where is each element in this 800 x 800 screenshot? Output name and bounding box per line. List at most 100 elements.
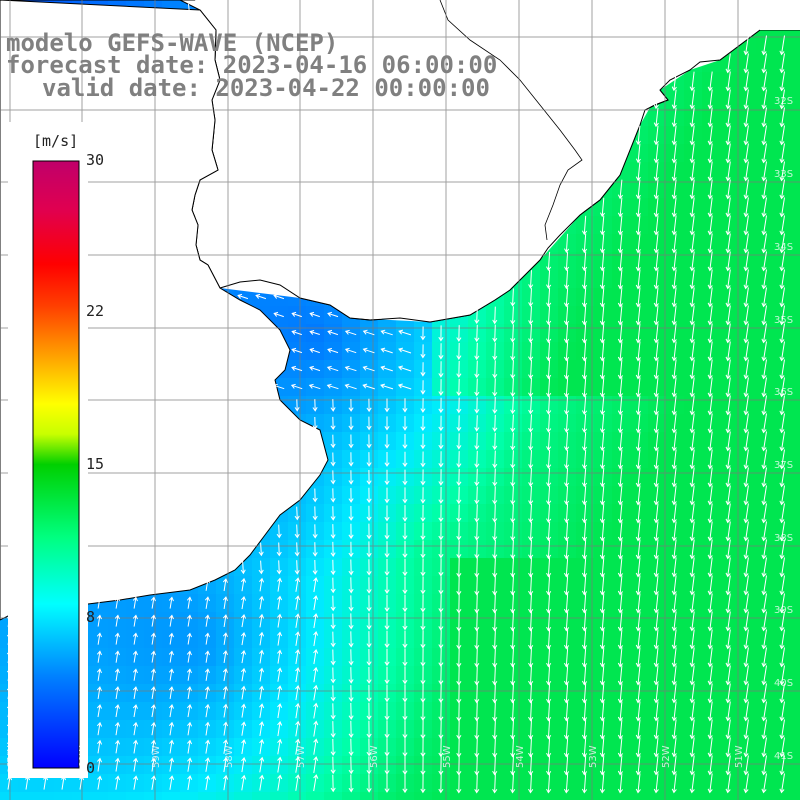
wind-arrow (330, 524, 336, 539)
wind-arrow (564, 414, 570, 433)
wind-arrow (380, 365, 393, 372)
wind-arrow (707, 449, 713, 470)
wind-arrow (438, 451, 444, 468)
wind-arrow (635, 521, 641, 542)
wind-arrow (599, 287, 605, 308)
wind-arrow (761, 359, 767, 380)
wind-arrow (294, 506, 300, 521)
wind-arrow (725, 233, 731, 254)
wind-arrow (546, 414, 552, 433)
wind-arrow (366, 684, 372, 703)
wind-arrow (635, 773, 641, 794)
wind-arrow (563, 755, 570, 776)
wind-arrow (294, 524, 300, 539)
wind-arrow (761, 485, 767, 506)
wind-arrow (671, 287, 677, 308)
country-border (439, 0, 583, 241)
wind-arrow (510, 629, 516, 650)
wind-arrow (492, 450, 498, 469)
wind-arrow (96, 596, 102, 609)
wind-arrow (348, 398, 354, 412)
wind-arrow (581, 629, 588, 650)
wind-arrow (277, 738, 283, 755)
wind-arrow (402, 469, 408, 486)
wind-arrow (312, 542, 318, 557)
wind-arrow (725, 431, 731, 452)
wind-arrow (330, 613, 336, 630)
wind-speed-cell (792, 576, 800, 594)
wind-arrow (599, 359, 605, 380)
wind-arrow (384, 774, 390, 793)
wind-arrow (671, 377, 677, 398)
wind-arrow (438, 415, 444, 432)
wind-arrow (707, 143, 713, 164)
wind-arrow (743, 755, 749, 776)
wind-arrow (743, 467, 749, 488)
wind-arrow (132, 721, 139, 736)
wind-arrow (366, 738, 372, 757)
wind-arrow (402, 505, 408, 522)
wind-speed-cell (792, 342, 800, 360)
wind-speed-cell (702, 792, 720, 800)
wind-arrow (581, 665, 588, 686)
wind-speed-cell (666, 792, 684, 800)
wind-arrow (474, 755, 480, 776)
wind-arrow (169, 757, 175, 772)
wind-arrow (438, 379, 444, 396)
wind-arrow (456, 397, 462, 414)
wind-arrow (635, 161, 641, 182)
wind-arrow (653, 719, 659, 740)
wind-arrow (492, 557, 498, 578)
wind-arrow (779, 521, 785, 542)
wind-arrow (384, 559, 390, 576)
wind-speed-cell (792, 432, 800, 450)
wind-arrow (96, 668, 102, 681)
wind-arrow (420, 469, 426, 486)
wind-arrow (223, 703, 229, 718)
wind-arrow (707, 629, 713, 650)
wind-arrow (420, 398, 426, 413)
wind-arrow (397, 383, 412, 390)
wind-arrow (617, 557, 623, 578)
wind-arrow (362, 383, 375, 390)
wind-arrow (456, 773, 462, 794)
wind-arrow (510, 773, 516, 794)
wind-arrow (241, 756, 247, 773)
wind-arrow (581, 503, 588, 524)
wind-arrow (474, 683, 480, 704)
wind-arrow (362, 347, 375, 354)
wind-arrow (743, 197, 749, 218)
wind-speed-cell (378, 792, 396, 800)
wind-arrow (380, 347, 393, 354)
wind-arrow (348, 452, 354, 467)
wind-arrow (635, 701, 641, 722)
wind-arrow (398, 329, 412, 336)
wind-arrow (617, 467, 623, 488)
wind-arrow (277, 756, 283, 773)
wind-arrow (581, 485, 588, 506)
wind-arrow (761, 701, 767, 722)
wind-arrow (291, 347, 303, 354)
wind-arrow (563, 701, 570, 722)
wind-speed-cell (792, 36, 800, 54)
wind-arrow (132, 686, 138, 699)
forecast-date: forecast date: 2023-04-16 06:00:00 (6, 51, 498, 79)
wind-arrow (295, 613, 301, 628)
wind-arrow (653, 737, 659, 758)
wind-arrow (259, 649, 265, 664)
wind-arrow (456, 325, 462, 342)
wind-arrow (671, 449, 677, 470)
wind-arrow (384, 505, 390, 522)
wind-speed-cell (792, 504, 800, 522)
wind-arrow (277, 703, 283, 719)
wind-arrow (330, 452, 336, 467)
wind-arrow (671, 233, 677, 254)
wind-arrow (546, 629, 552, 650)
wind-arrow (653, 701, 659, 722)
wind-arrow (546, 647, 552, 668)
wind-arrow (456, 415, 462, 432)
wind-arrow (528, 270, 534, 289)
